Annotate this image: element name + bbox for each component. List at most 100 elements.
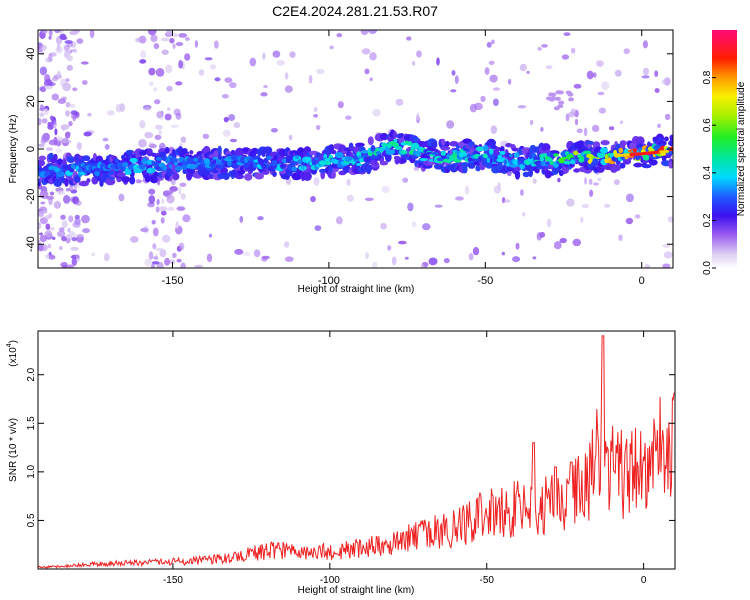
spectrogram-cell [57, 158, 63, 166]
spectrogram-cell [229, 138, 238, 143]
spectrogram-cell [514, 170, 521, 180]
spectrogram-cell [329, 45, 334, 50]
spectrogram-cell [404, 256, 409, 260]
spectrogram-cell [276, 60, 286, 66]
spectrogram-cell [550, 96, 557, 101]
spectrogram-cell [263, 146, 273, 154]
spectrogram-cell [175, 81, 183, 86]
spectrogram-cell [522, 212, 526, 217]
spectrogram-cell [582, 150, 592, 155]
spectrogram-y-label: Frequency (Hz) [8, 115, 19, 184]
spectrogram-cell [657, 123, 661, 128]
spectrogram-cell [503, 199, 511, 203]
colorbar-tick-label: 0.6 [702, 118, 713, 132]
spectrogram-cell [380, 161, 388, 166]
spectrogram-cell [167, 107, 171, 111]
spectrogram-cell [166, 167, 173, 177]
spectrogram-cell [222, 172, 230, 181]
spectrogram-cell [228, 114, 236, 121]
spectrogram-cell [450, 89, 457, 93]
spectrogram-cell [174, 158, 178, 163]
spectrogram-cell [663, 251, 673, 259]
spectrogram-cell [180, 193, 186, 200]
spectrogram-cell [553, 106, 560, 111]
spectrogram-cell [153, 43, 160, 50]
spectrogram-cell [87, 112, 92, 117]
spectrogram-cell [346, 194, 354, 202]
spectrogram-cell [152, 256, 159, 260]
spectrogram-cell [40, 210, 48, 214]
spectrogram-cell [48, 30, 53, 37]
spectrogram-cell [55, 46, 63, 54]
spectrogram-cell [179, 182, 187, 187]
spectrogram-cell [664, 149, 670, 153]
spectrogram-cell [360, 30, 369, 36]
x-tick-label: -50 [477, 275, 493, 287]
spectrogram-cell [528, 168, 533, 178]
spectrogram-cell [466, 153, 471, 158]
spectrogram-cell [60, 214, 66, 220]
spectrogram-cell [119, 103, 126, 112]
spectrogram-cell [229, 82, 237, 89]
spectrogram-cell [654, 88, 660, 93]
spectrogram-cell [566, 198, 575, 207]
spectrogram-cell [266, 155, 272, 160]
spectrogram-cell [51, 236, 56, 240]
spectrogram-cell [336, 33, 343, 38]
spectrogram-cell [162, 165, 167, 171]
spectrogram-cell [570, 108, 577, 115]
spectrogram-cell [81, 214, 90, 224]
spectrogram-cell [122, 162, 129, 168]
spectrogram-cell [573, 150, 579, 156]
spectrogram-cell [608, 126, 615, 131]
spectrogram-cell [492, 98, 499, 107]
spectrogram-cell [45, 147, 54, 151]
spectrogram-cell [535, 164, 543, 170]
spectrogram-cell [166, 85, 173, 92]
spectrogram-cell [139, 164, 146, 170]
spectrogram-cell [463, 147, 469, 152]
spectrogram-cell [222, 129, 231, 137]
spectrogram-cell [50, 115, 54, 121]
spectrogram-cell [506, 162, 511, 167]
spectrogram-cell [558, 100, 565, 105]
spectrogram-cell [431, 142, 438, 148]
spectrogram-cell [44, 85, 53, 90]
spectrogram-cell [553, 241, 562, 250]
spectrogram-cell [254, 172, 264, 180]
spectrogram-cell [539, 231, 546, 238]
spectrogram-cell [619, 162, 626, 169]
spectrogram-cell [391, 256, 397, 266]
snr-scale-close: ) [8, 340, 19, 343]
spectrogram-cell [310, 196, 316, 203]
snr-x-label: Height of straight line (km) [298, 585, 415, 596]
spectrogram-cell [644, 264, 651, 268]
spectrogram-cell [65, 78, 70, 82]
spectrogram-cell [66, 156, 75, 163]
spectrogram-cell [313, 177, 320, 186]
spectrogram-cell [368, 30, 377, 34]
spectrogram-cell [313, 113, 319, 118]
spectrogram-cell [548, 158, 553, 163]
spectrogram-cell [66, 264, 74, 268]
spectrogram-cell [184, 53, 191, 61]
spectrogram-cell [314, 157, 319, 161]
spectrogram-cell [155, 68, 165, 77]
spectrogram-cell [468, 164, 475, 169]
spectrogram-cell [43, 108, 49, 116]
spectrogram-cell [59, 33, 67, 40]
spectrogram-cell [529, 119, 534, 126]
spectrogram-cell [38, 244, 44, 252]
spectrogram-cell [130, 236, 139, 243]
spectrogram-cell [625, 193, 634, 203]
spectrogram-cell [475, 146, 485, 152]
spectrogram-cell [62, 164, 70, 171]
spectrogram-cell [186, 171, 193, 181]
spectrogram-cell [474, 151, 481, 155]
spectrogram-cell [584, 177, 588, 185]
spectrogram-cell [154, 134, 162, 140]
spectrogram-cell [80, 61, 89, 65]
spectrogram-cell [308, 74, 313, 84]
spectrogram-cell [148, 195, 156, 204]
snr-scale-prefix: (x10 [8, 347, 19, 367]
